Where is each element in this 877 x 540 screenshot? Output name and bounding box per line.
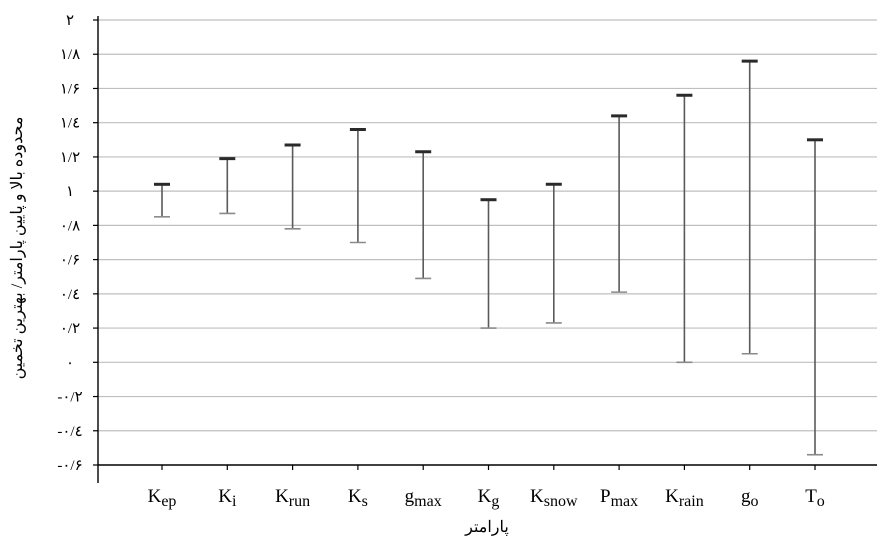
x-category-label: Ks (348, 486, 368, 510)
axes (93, 16, 877, 483)
x-category-subscript: o (817, 493, 825, 510)
y-tick-label: ۱/٤ (60, 116, 80, 132)
x-category-base: K (665, 486, 679, 507)
x-category-subscript: run (289, 493, 310, 510)
x-category-base: K (148, 486, 162, 507)
error-bar (807, 138, 823, 456)
error-bar (741, 59, 758, 355)
y-tick-label: ۰/۸ (60, 218, 80, 234)
y-tick-label: -۰/۶ (57, 458, 82, 474)
x-category-label: To (805, 486, 825, 510)
x-category-subscript: ep (161, 493, 176, 510)
x-category-label: Ksnow (530, 486, 578, 510)
x-category-base: T (805, 486, 817, 507)
x-category-label: gmax (405, 486, 442, 510)
error-bar (154, 182, 170, 218)
y-tick-label: ۰ (66, 355, 74, 371)
error-bar (611, 114, 628, 293)
x-category-subscript: i (232, 493, 237, 510)
x-category-labels: Kep Ki Krun Ks gmax Kg Ksnow Pmax Krain go To (148, 486, 825, 510)
x-category-subscript: snow (544, 493, 578, 510)
y-tick-label: ۲ (66, 13, 74, 29)
x-category-label: Kep (148, 486, 177, 510)
error-bar (545, 182, 562, 324)
x-category-base: K (348, 486, 362, 507)
x-category-subscript: rain (679, 493, 704, 510)
error-bar (676, 93, 693, 364)
x-category-subscript: max (414, 493, 442, 510)
y-tick-label: ۱/۸ (60, 47, 80, 63)
x-category-label: Krun (275, 486, 310, 510)
y-tick-labels: ۲ ۱/۸ ۱/۶ ۱/٤ ۱/۲ ۱ ۰/۸ ۰/۶ ۰/٤ ۰/۲ ۰ -۰/۲ -۰/٤ -۰/۶ (57, 13, 82, 474)
error-bar (284, 143, 301, 230)
x-category-base: K (218, 486, 232, 507)
y-tick-label: ۰/۶ (60, 253, 80, 269)
y-tick-label: ۱/۲ (60, 150, 80, 166)
x-category-subscript: g (491, 493, 499, 510)
y-tick-label: -۰/۲ (57, 390, 82, 406)
y-tick-label: ۱/۶ (60, 81, 80, 97)
x-category-label: Kg (478, 486, 500, 510)
y-axis-title: محدوده بالا و پایین پارامتر/ بهترین تخمی… (9, 117, 26, 380)
error-bar (480, 198, 497, 329)
error-bar (219, 157, 236, 215)
x-category-base: K (275, 486, 289, 507)
x-category-label: Krain (665, 486, 704, 510)
x-category-label: Pmax (600, 486, 638, 510)
x-category-base: K (530, 486, 544, 507)
x-category-base: P (600, 486, 611, 507)
x-category-subscript: s (362, 493, 368, 510)
y-tick-label: ۰/٤ (60, 287, 80, 303)
x-axis-title: پارامتر (464, 519, 509, 536)
x-category-label: go (741, 486, 759, 510)
x-category-base: g (741, 486, 751, 507)
x-category-label: Ki (218, 486, 237, 510)
x-category-subscript: max (611, 493, 639, 510)
y-tick-label: ۰/۲ (60, 321, 80, 337)
x-category-base: K (478, 486, 492, 507)
error-bar (349, 128, 366, 244)
x-category-base: g (405, 486, 415, 507)
grid-lines (98, 19, 877, 432)
y-tick-label: ۱ (66, 184, 74, 200)
y-tick-label: -۰/٤ (57, 424, 82, 440)
error-bar (415, 150, 432, 280)
error-bars (154, 59, 823, 456)
x-category-subscript: o (750, 493, 758, 510)
